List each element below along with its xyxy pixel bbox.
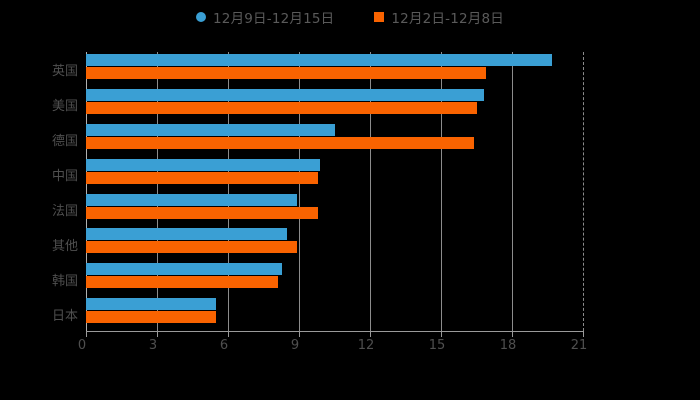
- bar-group: [86, 296, 583, 331]
- gridline: [299, 52, 300, 331]
- plot-area: [86, 52, 584, 331]
- bar-previous[interactable]: [86, 67, 486, 79]
- bar-current[interactable]: [86, 263, 283, 276]
- bar-group: [86, 226, 583, 261]
- y-axis-tick-label: 法国: [51, 203, 78, 219]
- x-axis-tick-label: 21: [570, 338, 588, 353]
- y-axis-tick-label: 美国: [51, 99, 78, 115]
- y-axis-tick-label: 韩国: [51, 273, 78, 289]
- gridline: [157, 52, 158, 331]
- x-axis-tick: [228, 331, 229, 337]
- y-axis-tick-label: 英国: [51, 64, 78, 80]
- x-axis-tick: [157, 331, 158, 337]
- x-axis-tick-label: 0: [77, 338, 87, 353]
- y-axis-tick-label: 日本: [51, 308, 78, 324]
- bar-current[interactable]: [86, 88, 484, 101]
- gridline: [512, 52, 513, 331]
- legend-circle-marker-icon: [195, 12, 206, 22]
- bar-previous[interactable]: [86, 311, 217, 324]
- bar-group: [86, 192, 583, 227]
- y-axis-tick-label: 德国: [51, 134, 78, 150]
- bar-group: [86, 157, 583, 192]
- bar-previous[interactable]: [86, 276, 278, 289]
- x-axis-tick-label: 9: [290, 338, 300, 353]
- bar-current[interactable]: [86, 298, 217, 311]
- legend-square-marker-icon: [374, 12, 385, 22]
- legend-label-current: 12月9日-12月15日: [212, 11, 335, 27]
- gridline: [583, 52, 584, 331]
- bar-current[interactable]: [86, 54, 553, 66]
- x-axis-tick: [512, 331, 513, 337]
- bar-group: [86, 122, 583, 157]
- chart-legend: 12月9日-12月15日 12月2日-12月8日: [0, 6, 700, 28]
- x-axis-tick-label: 12: [357, 338, 375, 353]
- bar-current[interactable]: [86, 228, 288, 241]
- y-axis-tick-label: 中国: [51, 169, 78, 185]
- legend-item-previous[interactable]: 12月2日-12月8日: [374, 7, 504, 27]
- x-axis-labels: 0 3 6 9 12 15 18 21: [0, 331, 700, 361]
- bar-previous[interactable]: [86, 206, 318, 219]
- gridline: [370, 52, 371, 331]
- x-axis-tick: [583, 331, 584, 337]
- x-axis-line: [86, 331, 584, 332]
- bar-group: [86, 261, 583, 296]
- bar-group: [86, 52, 583, 87]
- bar-previous[interactable]: [86, 136, 475, 149]
- y-axis-labels: 英国美国德国中国法国其他韩国日本: [8, 52, 78, 331]
- bar-group: [86, 87, 583, 122]
- x-axis-tick-label: 3: [148, 338, 158, 353]
- y-axis-line: [86, 52, 87, 331]
- x-axis-tick: [86, 331, 87, 337]
- x-axis-tick-label: 6: [219, 338, 229, 353]
- gridline: [441, 52, 442, 331]
- x-axis-tick: [441, 331, 442, 337]
- bar-current[interactable]: [86, 158, 321, 171]
- x-axis-tick: [299, 331, 300, 337]
- legend-item-current[interactable]: 12月9日-12月15日: [195, 7, 335, 27]
- x-axis-tick-label: 18: [499, 338, 517, 353]
- legend-label-previous: 12月2日-12月8日: [391, 11, 504, 27]
- x-axis-tick: [370, 331, 371, 337]
- gridline: [228, 52, 229, 331]
- x-axis-tick-label: 15: [428, 338, 446, 353]
- bar-previous[interactable]: [86, 241, 297, 254]
- y-axis-tick-label: 其他: [51, 238, 78, 254]
- bar-current[interactable]: [86, 123, 335, 136]
- bar-previous[interactable]: [86, 171, 318, 184]
- bar-previous[interactable]: [86, 101, 477, 114]
- bar-current[interactable]: [86, 193, 297, 206]
